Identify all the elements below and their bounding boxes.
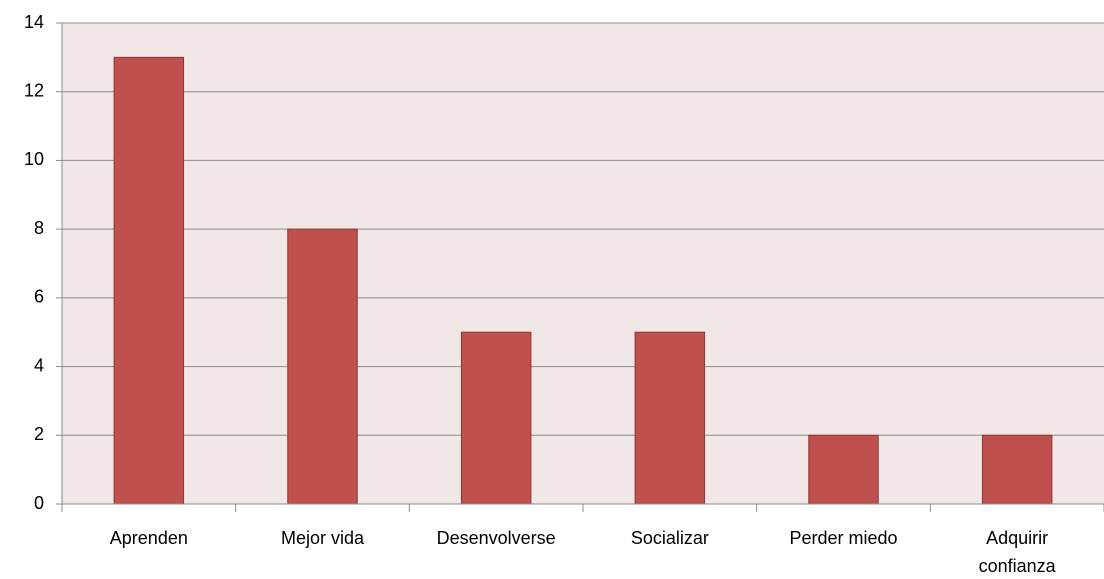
y-tick-label: 6 <box>34 287 44 307</box>
x-tick-label: Mejor vida <box>280 528 365 548</box>
bar <box>287 228 358 505</box>
y-tick-label: 2 <box>34 424 44 444</box>
x-tick-label: Perder miedo <box>789 528 898 548</box>
y-tick-label: 0 <box>34 493 44 513</box>
y-tick-label: 14 <box>24 12 44 32</box>
x-tick-label: Socializar <box>630 528 709 548</box>
y-tick-label: 12 <box>24 80 44 100</box>
y-tick-label: 8 <box>34 218 44 238</box>
bar <box>113 56 185 505</box>
x-tick-label: Adquirir confianza <box>978 528 1056 576</box>
bar <box>981 434 1053 505</box>
x-tick-label: Aprenden <box>109 528 188 548</box>
bar <box>808 434 879 505</box>
y-tick-label: 10 <box>24 149 44 169</box>
plot-area <box>62 23 1104 504</box>
bar <box>634 331 706 505</box>
bar <box>460 331 532 505</box>
y-tick-label: 4 <box>34 355 44 375</box>
x-tick-label: Desenvolverse <box>436 528 556 548</box>
